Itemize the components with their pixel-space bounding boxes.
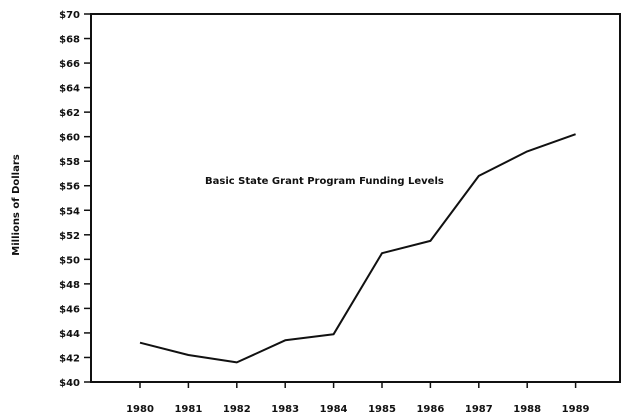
- y-tick-label: $60: [59, 133, 80, 144]
- y-tick-label: $48: [59, 280, 80, 291]
- y-axis: $40 $42 $44 $46 $48 $50 $52 $54 $56 $58 $60 $62 $64 $…: [59, 10, 91, 389]
- x-tick-label: 1983: [271, 404, 299, 413]
- y-tick-label: $66: [59, 59, 80, 70]
- y-tick-label: $46: [59, 304, 80, 315]
- y-tick-label: $70: [59, 10, 80, 21]
- y-tick-label: $62: [59, 108, 80, 119]
- x-tick-label: 1989: [562, 404, 590, 413]
- x-axis: 1980 1981 1982 1983 1984 1985 1986 1987 1988 1989: [126, 382, 590, 413]
- x-tick-label: 1984: [320, 404, 348, 413]
- x-tick-label: 1980: [126, 404, 154, 413]
- plot-border: [90, 13, 621, 383]
- y-tick-label: $54: [59, 206, 80, 217]
- y-tick-label: $58: [59, 157, 80, 168]
- y-tick-label: $50: [59, 255, 80, 266]
- y-tick-label: $56: [59, 182, 80, 193]
- chart-title: Basic State Grant Program Funding Levels: [205, 176, 444, 187]
- x-tick-label: 1988: [513, 404, 541, 413]
- y-tick-label: $52: [59, 231, 80, 242]
- funding-series: [139, 133, 576, 364]
- x-tick-label: 1981: [174, 404, 202, 413]
- plot-frame: [90, 13, 621, 383]
- x-tick-label: 1985: [368, 404, 396, 413]
- funding-line: [139, 133, 576, 364]
- x-tick-label: 1982: [223, 404, 251, 413]
- y-tick-label: $42: [59, 353, 80, 364]
- x-tick-label: 1986: [416, 404, 444, 413]
- y-tick-label: $64: [59, 84, 80, 95]
- y-tick-label: $40: [59, 378, 80, 389]
- x-tick-label: 1987: [465, 404, 493, 413]
- y-tick-label: $68: [59, 35, 80, 46]
- y-axis-label: Millions of Dollars: [11, 154, 22, 255]
- y-tick-label: $44: [59, 329, 80, 340]
